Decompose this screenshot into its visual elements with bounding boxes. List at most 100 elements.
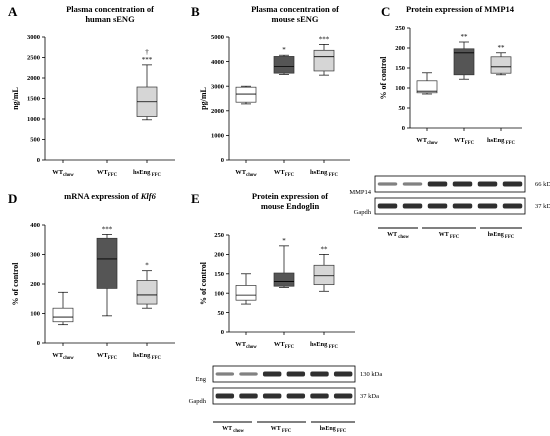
significance-stars: * <box>282 46 286 54</box>
blot-band <box>427 203 448 209</box>
y-tick-label: 1000 <box>211 133 224 140</box>
x-category-label: WTchow <box>416 137 438 146</box>
blot-group-label-main: hsEng <box>320 426 336 432</box>
box-plot: * <box>136 262 158 309</box>
x-category-label: WTFFC <box>274 169 295 178</box>
x-category-label: WTchow <box>235 341 257 350</box>
y-tick-label: 150 <box>214 271 224 278</box>
box-plot <box>235 273 257 305</box>
x-category-label-main: hsEng <box>133 169 151 176</box>
blot-band <box>452 203 473 209</box>
significance-stars: ** <box>321 245 329 253</box>
blot-row-label: Eng <box>196 376 207 383</box>
box-plot: * <box>273 46 295 75</box>
chart-title-line: mouse sENG <box>272 14 319 24</box>
x-category-label-main: WT <box>274 341 286 348</box>
significance-stars: * <box>282 237 286 245</box>
x-category-label: hsEng FFC <box>310 169 338 178</box>
x-category-label-main: WT <box>235 341 247 348</box>
blot-group-label: hsEng FFC <box>488 232 515 240</box>
y-tick-label: 2500 <box>27 55 40 62</box>
blot-row-label: Gapdh <box>189 398 207 405</box>
blot-group-label-sub: FFC <box>281 429 292 434</box>
box-iqr <box>136 280 158 305</box>
significance-dagger: † <box>145 48 149 56</box>
blot-group-label: WT FFC <box>271 426 292 434</box>
x-category-label-sub: chow <box>427 141 438 146</box>
blot-group-label: WT chow <box>222 426 244 434</box>
significance-stars: *** <box>319 35 330 43</box>
y-tick-label: 250 <box>395 25 405 32</box>
blot-band <box>502 203 523 209</box>
blot-frame <box>212 365 356 383</box>
box-iqr <box>416 80 438 94</box>
blot-band <box>502 181 523 187</box>
blot-group-label-sub: FFC <box>449 235 460 240</box>
title-part: mRNA expression of <box>64 191 141 201</box>
y-tick-label: 4000 <box>211 59 224 66</box>
x-category-label-main: WT <box>235 169 247 176</box>
x-category-label-sub: FFC <box>108 173 118 178</box>
x-category-label-main: hsEng <box>133 352 151 359</box>
x-category-label: WTFFC <box>97 169 118 178</box>
x-category-label-sub: chow <box>246 173 257 178</box>
chart-title-line: Plasma concentration of <box>251 4 339 14</box>
chart-title-line: mouse Endoglin <box>261 201 320 211</box>
x-category-label-sub: chow <box>63 173 74 178</box>
blot-group-label-main: hsEng <box>488 232 504 238</box>
y-tick-label: 300 <box>30 252 40 259</box>
x-category-label-main: WT <box>52 352 64 359</box>
y-axis-label: pg/mL <box>199 87 208 110</box>
blot-frame <box>212 387 356 405</box>
x-category-label: WTFFC <box>274 341 295 350</box>
y-tick-label: 0 <box>37 340 40 347</box>
box-plot <box>416 72 438 95</box>
x-category-label-main: WT <box>52 169 64 176</box>
blot-band <box>333 371 353 377</box>
blot-band <box>286 371 306 377</box>
x-category-label-main: WT <box>416 137 428 144</box>
x-category-label: hsEng FFC <box>133 169 161 178</box>
blot-band <box>215 393 235 399</box>
y-tick-label: 3000 <box>211 83 224 90</box>
blot-band <box>262 371 282 377</box>
blot-frame <box>374 175 526 193</box>
chart-title-line: Protein expression of MMP14 <box>406 4 515 14</box>
y-tick-label: 3000 <box>27 34 40 41</box>
box-iqr <box>313 264 335 286</box>
box-plot <box>235 85 257 105</box>
x-category-label: hsEng FFC <box>487 137 515 146</box>
x-category-label: WTchow <box>52 169 74 178</box>
x-category-label-main: WT <box>274 169 286 176</box>
y-tick-label: 0 <box>402 125 405 132</box>
x-category-label: WTFFC <box>454 137 475 146</box>
y-tick-label: 5000 <box>211 34 224 41</box>
blot-band <box>377 203 398 209</box>
blot-group-label-main: WT <box>387 232 397 238</box>
y-tick-label: 500 <box>30 137 40 144</box>
x-category-label-sub: FFC <box>465 141 475 146</box>
y-tick-label: 150 <box>395 65 405 72</box>
blot-band <box>377 182 398 186</box>
box-plot: ***† <box>136 48 158 121</box>
x-category-label-main: hsEng <box>310 169 328 176</box>
x-category-label-sub: FFC <box>150 356 161 361</box>
significance-stars: ** <box>498 44 506 52</box>
blot-group-label-sub: FFC <box>504 235 515 240</box>
panel-letter: D <box>8 191 17 206</box>
x-category-label-sub: FFC <box>285 345 295 350</box>
box-plot: ** <box>453 33 475 80</box>
blot-group-label: WT FFC <box>439 232 460 240</box>
x-category-label-main: WT <box>97 352 109 359</box>
y-tick-label: 0 <box>37 157 40 164</box>
panel-letter: A <box>8 4 18 19</box>
chart-title-line: human sENG <box>85 14 135 24</box>
x-category-label-sub: chow <box>63 356 74 361</box>
x-category-label-sub: FFC <box>504 141 515 146</box>
y-tick-label: 50 <box>399 105 406 112</box>
